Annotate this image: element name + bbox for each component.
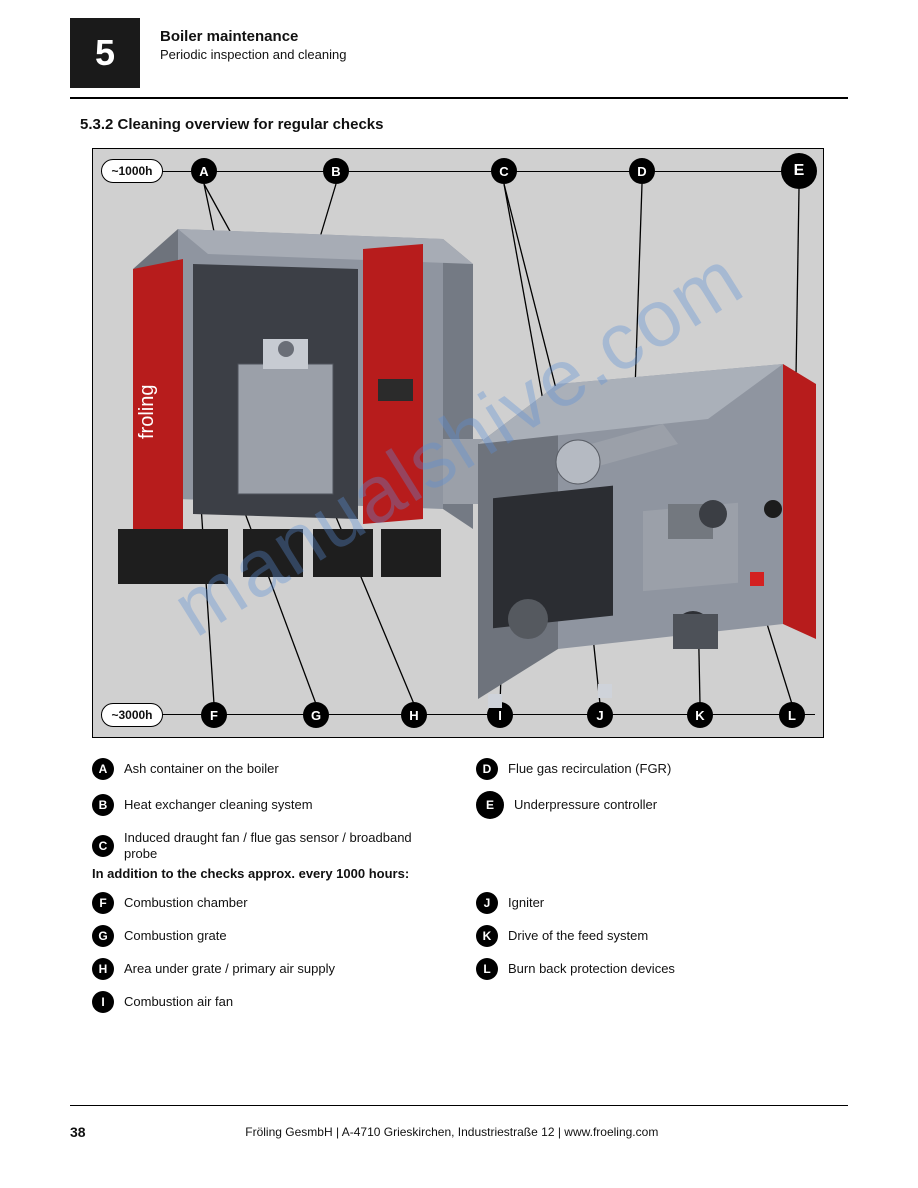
header-subtitle: Periodic inspection and cleaning: [160, 47, 848, 62]
section-title: 5.3.2 Cleaning overview for regular chec…: [80, 116, 383, 133]
legend-item-k: KDrive of the feed system: [476, 925, 824, 947]
footer-rule: [70, 1105, 848, 1106]
legend-item-j: JIgniter: [476, 892, 824, 914]
header-title: Boiler maintenance: [160, 28, 848, 45]
legend-item-i: ICombustion air fan: [92, 991, 440, 1013]
svg-text:froling: froling: [136, 385, 158, 439]
legend-item-d: DFlue gas recirculation (FGR): [476, 758, 824, 780]
boiler-illustration: froling: [93, 149, 824, 738]
footer: 38 Fröling GesmbH | A-4710 Grieskirchen,…: [70, 1124, 848, 1140]
page: 5 Boiler maintenance Periodic inspection…: [0, 0, 918, 1188]
legend-item-c: CInduced draught fan / flue gas sensor /…: [92, 830, 440, 863]
legend-item-g: GCombustion grate: [92, 925, 440, 947]
legend-item-f: FCombustion chamber: [92, 892, 440, 914]
legend-3000h: FCombustion chamber JIgniter GCombustion…: [92, 892, 824, 1013]
legend-3000h-title: In addition to the checks approx. every …: [92, 866, 409, 881]
legend-item-e: EUnderpressure controller: [476, 791, 824, 819]
section-number-badge: 5: [70, 18, 140, 88]
header-rule: [70, 97, 848, 99]
legend-item-b: BHeat exchanger cleaning system: [92, 791, 440, 819]
legend-item-a: AAsh container on the boiler: [92, 758, 440, 780]
page-number: 38: [70, 1124, 86, 1140]
section-number: 5: [95, 32, 115, 74]
legend-1000h: AAsh container on the boiler DFlue gas r…: [92, 758, 824, 863]
legend-item-h: HArea under grate / primary air supply: [92, 958, 440, 980]
footer-center: Fröling GesmbH | A-4710 Grieskirchen, In…: [245, 1125, 658, 1139]
legend-item-l: LBurn back protection devices: [476, 958, 824, 980]
header-text: Boiler maintenance Periodic inspection a…: [160, 28, 848, 62]
cleaning-overview-diagram: ~1000h ~3000h A B C D E F G H I J K L: [92, 148, 824, 738]
